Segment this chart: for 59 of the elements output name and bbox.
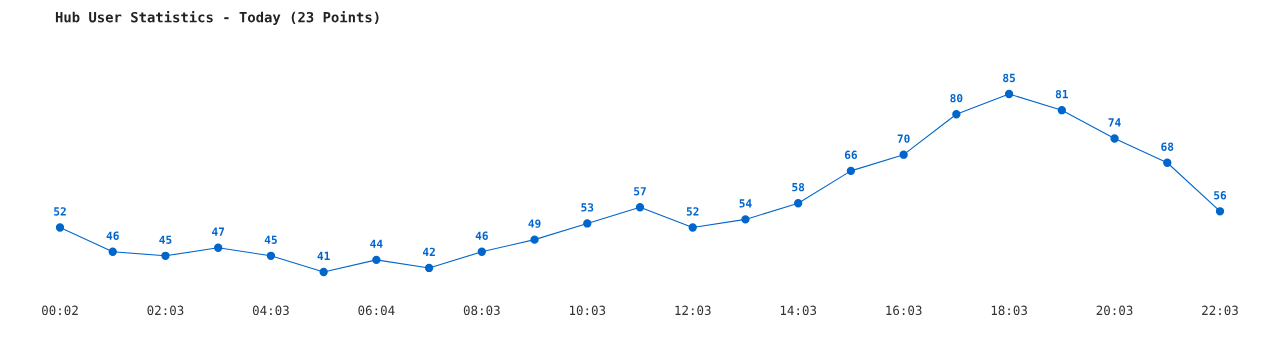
point	[1057, 106, 1066, 115]
point	[1110, 134, 1119, 143]
data-label: 80	[950, 93, 963, 103]
point	[266, 251, 276, 260]
point	[1215, 207, 1225, 216]
x-tick-label: 02:03	[147, 305, 184, 316]
data-label: 46	[106, 231, 119, 240]
point	[530, 235, 539, 244]
point	[108, 247, 117, 256]
data-label: 58	[792, 182, 805, 192]
x-tick-label: 12:03	[675, 305, 711, 316]
data-label: 81	[1055, 89, 1068, 99]
data-label: 49	[528, 219, 541, 228]
data-label: 68	[1161, 142, 1174, 151]
data-label: 70	[897, 134, 910, 143]
point	[372, 255, 381, 265]
point	[161, 251, 170, 260]
chart-title: Hub User Statistics - Today (23 Points)	[55, 10, 379, 26]
data-label: 42	[422, 247, 435, 256]
data-label: 41	[317, 251, 330, 260]
point	[952, 110, 961, 119]
point	[899, 150, 908, 159]
data-label: 53	[581, 203, 594, 212]
x-tick-label: 10:03	[569, 305, 606, 316]
point	[794, 199, 803, 208]
data-label: 44	[370, 239, 383, 248]
point	[424, 263, 434, 273]
point	[214, 243, 223, 252]
data-label: 45	[264, 235, 277, 244]
x-tick-label: 18:03	[991, 305, 1027, 316]
point	[1004, 89, 1014, 99]
point	[1163, 158, 1172, 167]
point	[319, 267, 328, 277]
point	[688, 223, 697, 232]
data-label: 66	[844, 150, 857, 159]
data-label: 56	[1214, 191, 1227, 200]
data-label: 85	[1003, 73, 1016, 83]
point	[741, 215, 750, 224]
data-label: 54	[739, 199, 752, 208]
data-label: 57	[634, 187, 646, 196]
x-tick-label: 16:03	[886, 305, 922, 316]
data-label: 47	[212, 227, 225, 236]
x-tick-label: 22:03	[1202, 305, 1238, 316]
point	[846, 166, 856, 176]
x-tick-label: 06:04	[358, 305, 395, 316]
data-label: 45	[159, 235, 172, 244]
x-tick-label: 08:03	[463, 305, 500, 316]
x-tick-label: 04:03	[252, 305, 289, 316]
data-label: 74	[1108, 118, 1121, 127]
x-tick-label: 00:02	[42, 305, 78, 316]
x-tick-label: 20:03	[1096, 305, 1133, 316]
data-label: 52	[54, 207, 66, 216]
data-label: 52	[686, 207, 699, 216]
data-label: 46	[475, 231, 488, 240]
point	[477, 247, 486, 256]
point	[635, 203, 645, 212]
x-tick-label: 14:03	[780, 305, 817, 316]
point	[583, 219, 592, 228]
point	[55, 223, 65, 232]
